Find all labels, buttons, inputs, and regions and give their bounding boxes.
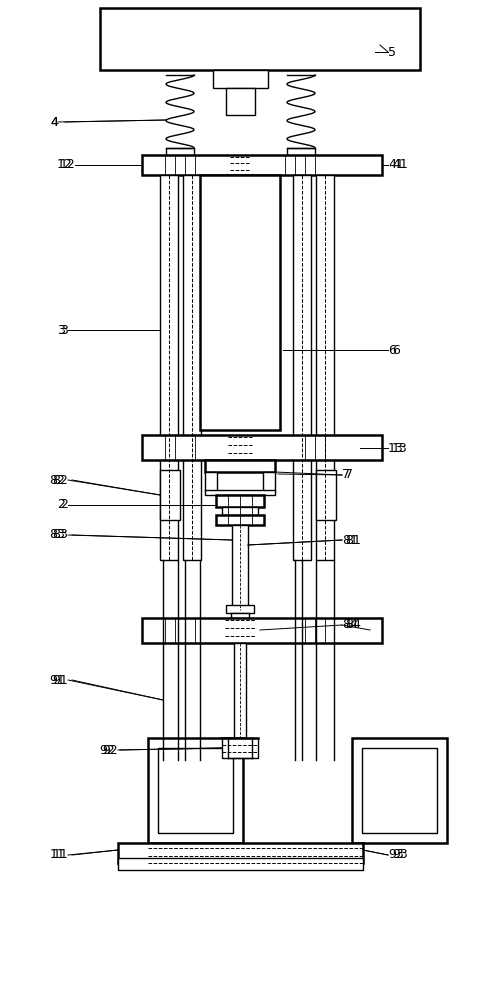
Bar	[160, 470, 180, 520]
Text: 12: 12	[59, 158, 75, 172]
Text: 13: 13	[387, 442, 403, 454]
Bar	[230, 613, 249, 618]
Bar	[204, 460, 275, 472]
Bar	[142, 435, 381, 460]
Text: 6: 6	[391, 344, 399, 357]
Bar	[216, 515, 264, 525]
Bar	[118, 843, 362, 863]
Bar	[213, 70, 267, 88]
Text: 5: 5	[387, 45, 395, 58]
Text: 92: 92	[99, 744, 115, 756]
Bar	[292, 175, 311, 560]
Text: 91: 91	[49, 674, 65, 686]
Bar	[204, 472, 216, 492]
Text: 82: 82	[49, 474, 65, 487]
Text: 3: 3	[57, 324, 65, 336]
Text: 7: 7	[344, 468, 352, 482]
Text: 84: 84	[344, 618, 360, 632]
Text: 41: 41	[387, 158, 403, 172]
Text: 84: 84	[341, 618, 357, 632]
Bar	[231, 525, 248, 610]
Bar	[200, 175, 279, 430]
Bar	[160, 175, 178, 560]
Text: 81: 81	[344, 534, 360, 546]
Bar	[142, 618, 381, 643]
Text: 93: 93	[391, 848, 407, 861]
Text: 83: 83	[52, 528, 68, 542]
Text: 92: 92	[102, 744, 118, 756]
Bar	[204, 490, 275, 495]
Text: 41: 41	[391, 158, 407, 172]
Text: 4: 4	[50, 115, 58, 128]
Bar	[222, 738, 257, 758]
Bar	[226, 88, 254, 115]
Text: 2: 2	[60, 498, 68, 512]
Bar	[226, 605, 253, 613]
Bar	[361, 748, 436, 833]
Bar	[142, 155, 381, 175]
Bar	[157, 748, 232, 833]
Bar	[216, 495, 264, 507]
Bar	[100, 8, 419, 70]
Text: 12: 12	[56, 158, 72, 172]
Text: 11: 11	[52, 848, 68, 861]
Bar	[118, 858, 362, 870]
Bar	[351, 738, 446, 843]
Text: 81: 81	[341, 534, 357, 546]
Text: 13: 13	[391, 442, 407, 454]
Text: 82: 82	[52, 474, 68, 487]
Bar	[315, 470, 336, 520]
Bar	[287, 148, 314, 158]
Bar	[315, 175, 333, 560]
Text: 91: 91	[52, 674, 68, 686]
Text: 83: 83	[49, 528, 65, 542]
Bar	[148, 738, 242, 843]
Text: 11: 11	[49, 848, 65, 861]
Text: 2: 2	[57, 498, 65, 512]
Bar	[222, 507, 257, 515]
Bar	[166, 148, 193, 158]
Bar	[233, 643, 245, 738]
Text: 4: 4	[50, 115, 58, 128]
Text: 93: 93	[387, 848, 403, 861]
Text: 7: 7	[341, 468, 349, 482]
Bar	[182, 175, 201, 560]
Bar	[263, 472, 275, 492]
Text: 6: 6	[387, 344, 395, 357]
Text: 3: 3	[60, 324, 68, 336]
